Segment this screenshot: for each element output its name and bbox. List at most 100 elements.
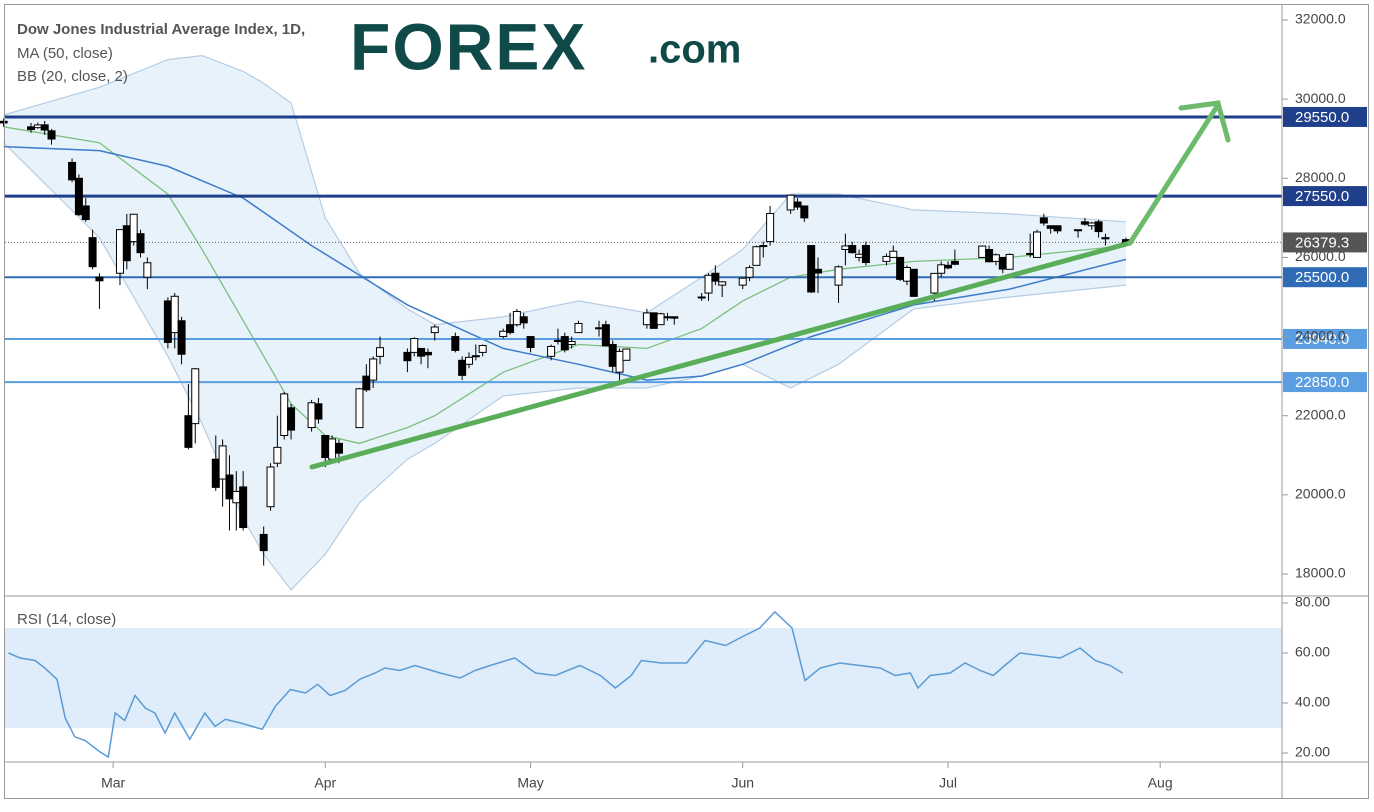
y-tick-label: 32000.0 [1295, 11, 1346, 27]
y-tick-label: 22000.0 [1295, 406, 1346, 422]
candle-body [998, 256, 1007, 270]
candle-body [266, 466, 275, 508]
candle-body [40, 124, 49, 131]
y-tick-label: 40.00 [1295, 694, 1330, 710]
candle-body [595, 327, 604, 330]
candle-body [1074, 229, 1083, 232]
logo-brand: FOREX [350, 9, 587, 83]
level-label: 27550.0 [1295, 188, 1349, 205]
level-tag [1283, 328, 1367, 349]
candle-body [499, 330, 508, 338]
y-tick-label: 28000.0 [1295, 169, 1346, 185]
candle-body [122, 225, 131, 262]
candle-body [882, 255, 891, 262]
candle-body [786, 194, 795, 211]
candle-body [766, 212, 775, 243]
candle-body [259, 533, 268, 552]
candle-body [68, 161, 77, 181]
candle-body [0, 120, 8, 124]
candle-body [841, 245, 850, 251]
candle-body [738, 277, 747, 286]
candle-body [1005, 253, 1014, 270]
logo-suffix: .com [648, 28, 741, 72]
candle-body [889, 250, 898, 258]
candle-body [807, 245, 816, 293]
level-label: 22850.0 [1295, 374, 1349, 391]
candle-body [355, 388, 364, 429]
x-tick-label: May [517, 775, 543, 791]
candle-body [608, 343, 617, 367]
candle-body [410, 338, 419, 353]
level-label: 23940.0 [1295, 331, 1349, 348]
x-tick-label: Apr [314, 775, 336, 791]
candle-body [985, 249, 994, 263]
level-label: 29550.0 [1295, 109, 1349, 126]
candle-body [711, 272, 720, 282]
candle-body [861, 245, 870, 264]
candle-body [362, 375, 371, 391]
bb-fill [3, 55, 1127, 590]
candle-body [191, 368, 200, 425]
candle-body [423, 351, 432, 356]
candle-body [143, 262, 152, 278]
candle-body [1101, 237, 1110, 240]
frame [4, 4, 1369, 799]
candle-body [896, 256, 905, 280]
candle-body [670, 316, 679, 319]
candle-body [115, 229, 124, 274]
rsi-legend: RSI (14, close) [17, 611, 116, 628]
candle-body [615, 350, 624, 373]
candle-body [574, 322, 583, 334]
arrow-shaft [1127, 105, 1219, 246]
candle-body [1033, 231, 1042, 258]
candle-body [314, 403, 323, 420]
candle-body [950, 260, 959, 265]
candle-body [663, 316, 672, 319]
candle-body [1087, 222, 1096, 227]
x-tick-label: Jun [731, 775, 754, 791]
candle-body [471, 355, 480, 358]
candle-body [369, 358, 378, 381]
candle-body [1080, 221, 1089, 225]
candle-body [136, 233, 145, 254]
level-label: 25500.0 [1295, 269, 1349, 286]
arrow-head [1178, 100, 1231, 143]
candle-body [978, 245, 987, 258]
candle-body [328, 438, 337, 460]
candle-body [1053, 225, 1062, 232]
candle-body [759, 245, 768, 248]
axis-layer: 29550.0 27550.0 25500.0 23940.0 22850.0 18000… [101, 11, 1367, 791]
rsi-line [8, 610, 1123, 759]
candle-body [601, 324, 610, 347]
candle-body [27, 126, 36, 131]
candle-body [547, 345, 556, 357]
chart-title: Dow Jones Industrial Average Index, 1D, [17, 21, 305, 38]
candle-body [622, 348, 631, 361]
candle-body [526, 336, 535, 348]
candle-body [417, 347, 426, 357]
candle-body [642, 312, 651, 326]
x-tick-label: Jul [939, 775, 957, 791]
rsi-band [5, 628, 1282, 728]
y-tick-label: 60.00 [1295, 644, 1330, 660]
candle-body [567, 341, 576, 345]
candle-body [273, 446, 282, 464]
x-tick-label: Mar [101, 775, 125, 791]
candle-body [280, 393, 289, 436]
candle-body [464, 356, 473, 365]
candle-body [649, 312, 658, 329]
candle-body [718, 281, 727, 286]
level-tag [1283, 267, 1367, 288]
candle-body [95, 276, 104, 282]
candle-body [47, 130, 56, 140]
candle-body [129, 213, 138, 243]
candle-body [553, 340, 562, 343]
candle-body [81, 205, 90, 221]
candle-body [376, 347, 385, 357]
candle-body [704, 274, 713, 294]
candle-body [458, 359, 467, 376]
candle-body [74, 177, 83, 216]
y-tick-label: 30000.0 [1295, 90, 1346, 106]
candle-body [225, 474, 234, 500]
candle-body [800, 205, 809, 219]
